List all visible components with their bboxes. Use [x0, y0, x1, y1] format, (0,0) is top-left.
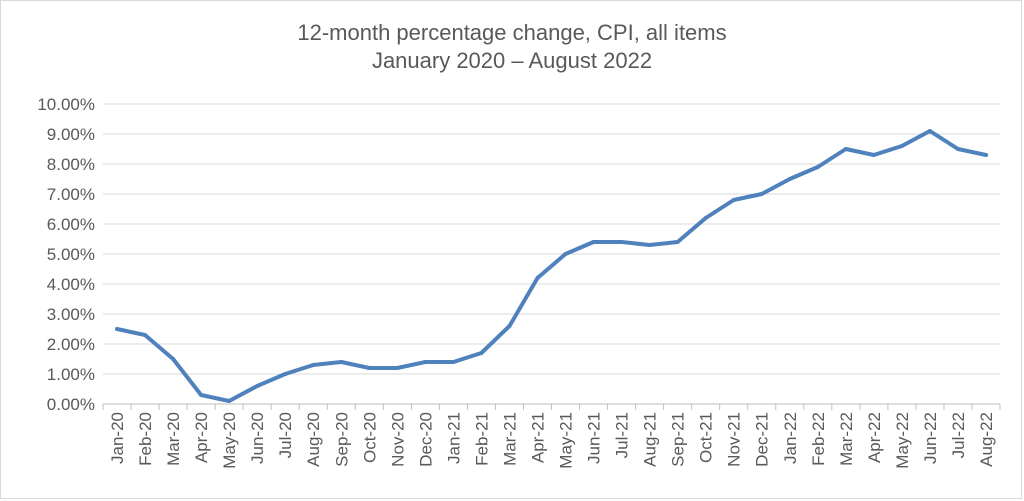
data-point — [115, 327, 119, 331]
x-tick-label: Jan-22 — [781, 412, 800, 464]
x-tick-label: Feb-21 — [472, 412, 491, 466]
x-tick-label: Apr-21 — [528, 412, 547, 463]
data-point — [507, 324, 512, 328]
data-point — [339, 360, 344, 364]
data-point — [815, 165, 820, 169]
x-tick-label: Jan-21 — [444, 412, 463, 464]
x-tick-label: Jun-21 — [585, 412, 604, 464]
x-tick-label: Nov-20 — [388, 412, 407, 467]
data-point — [255, 384, 260, 388]
series-line — [115, 129, 988, 403]
x-tick-label: Feb-22 — [809, 412, 828, 466]
y-tick-label: 0.00% — [47, 395, 95, 414]
x-tick-label: Apr-20 — [192, 412, 211, 463]
y-tick-label: 6.00% — [47, 215, 95, 234]
x-tick-label: Nov-21 — [725, 412, 744, 467]
data-point — [227, 399, 232, 403]
x-tick-label: Jan-20 — [108, 412, 127, 464]
y-tick-label: 10.00% — [37, 95, 95, 114]
data-point — [451, 360, 456, 364]
data-point — [423, 360, 428, 364]
x-tick-label: Mar-22 — [837, 412, 856, 466]
x-tick-label: Jul-20 — [276, 412, 295, 458]
y-axis-tick-labels: 0.00% 1.00% 2.00% 3.00% 4.00% 5.00% 6.00% 7.00%… — [37, 95, 95, 414]
x-tick-label: May-21 — [557, 412, 576, 469]
y-tick-label: 7.00% — [47, 185, 95, 204]
data-point — [956, 147, 960, 151]
data-point — [899, 144, 904, 148]
x-tick-label: Jul-21 — [613, 412, 632, 458]
x-tick-label: Mar-20 — [164, 412, 183, 466]
data-point — [675, 240, 680, 244]
data-point — [171, 357, 176, 361]
y-tick-label: 9.00% — [47, 125, 95, 144]
x-tick-label: Mar-21 — [500, 412, 519, 466]
data-point — [535, 276, 540, 280]
data-point — [199, 393, 204, 397]
x-tick-label: Dec-21 — [753, 412, 772, 467]
x-tick-label: Dec-20 — [416, 412, 435, 467]
data-point — [703, 216, 708, 220]
y-tick-label: 5.00% — [47, 245, 95, 264]
x-tick-label: Sep-21 — [669, 412, 688, 467]
data-point — [759, 192, 764, 196]
data-point — [927, 129, 932, 133]
data-point — [871, 153, 876, 157]
data-point — [143, 333, 147, 337]
y-tick-label: 4.00% — [47, 275, 95, 294]
x-tick-label: Aug-20 — [304, 412, 323, 467]
data-point — [367, 366, 372, 370]
data-point — [984, 153, 988, 157]
chart-subtitle: January 2020 – August 2022 — [371, 48, 653, 73]
series-group — [115, 129, 988, 403]
x-tick-label: Aug-21 — [641, 412, 660, 467]
data-point — [311, 363, 316, 367]
x-tick-label: Sep-20 — [332, 412, 351, 467]
data-point — [283, 372, 288, 376]
x-tick-label: May-20 — [220, 412, 239, 469]
data-point — [647, 243, 652, 247]
x-axis — [102, 403, 1001, 410]
data-point — [479, 351, 484, 355]
data-point — [591, 240, 596, 244]
x-tick-label: Jun-20 — [248, 412, 267, 464]
chart-title: 12-month percentage change, CPI, all ite… — [297, 20, 727, 45]
data-point — [731, 198, 736, 202]
x-axis-tick-labels: Jan-20 Feb-20 Mar-20 Apr-20 May-20 Jun-20 Jul-… — [108, 412, 996, 469]
data-point — [563, 252, 568, 256]
y-tick-label: 3.00% — [47, 305, 95, 324]
x-tick-label: Jul-22 — [949, 412, 968, 458]
y-tick-label: 1.00% — [47, 365, 95, 384]
x-tick-label: May-22 — [893, 412, 912, 469]
x-tick-label: Aug-22 — [977, 412, 996, 467]
y-tick-label: 8.00% — [47, 155, 95, 174]
x-tick-label: Oct-21 — [697, 412, 716, 463]
x-tick-label: Apr-22 — [865, 412, 884, 463]
data-point — [787, 177, 792, 181]
y-tick-label: 2.00% — [47, 335, 95, 354]
x-tick-label: Jun-22 — [921, 412, 940, 464]
data-point — [395, 366, 400, 370]
gridlines — [103, 103, 1000, 375]
data-point — [619, 240, 624, 244]
x-tick-label: Feb-20 — [136, 412, 155, 466]
x-tick-label: Oct-20 — [360, 412, 379, 463]
data-point — [843, 147, 848, 151]
